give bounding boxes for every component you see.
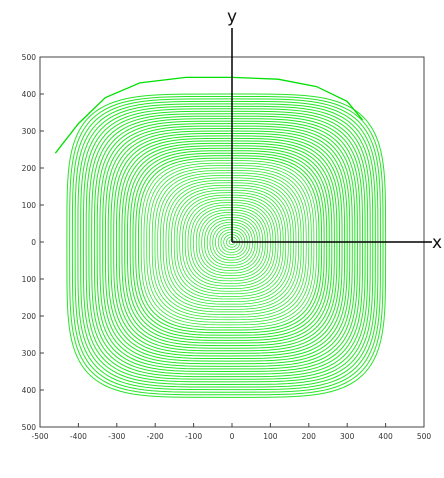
contour-loop: [217, 229, 246, 256]
contour-loop: [198, 212, 264, 274]
y-tick-label: 200: [22, 164, 37, 173]
y-axis-label: y: [227, 7, 237, 27]
contour-loop: [113, 135, 343, 354]
contour-loop: [157, 175, 302, 313]
x-tick-label: -300: [108, 432, 125, 441]
contour-loop: [223, 234, 241, 251]
contour-loop: [77, 103, 376, 388]
contour-loop: [129, 150, 328, 339]
x-tick-label: -400: [70, 432, 87, 441]
contour-loop: [66, 93, 387, 398]
contour-loop: [69, 95, 384, 396]
contour-loop: [96, 120, 358, 370]
contour-loop: [132, 152, 325, 336]
contour-loop: [228, 239, 235, 245]
contour-loop: [91, 115, 364, 375]
contour-loop: [165, 182, 294, 305]
contour-loop: [220, 231, 243, 253]
y-tick-label: 100: [22, 275, 37, 284]
y-tick-label: 300: [22, 349, 37, 358]
y-tick-label: 100: [22, 201, 37, 210]
contour-loop: [168, 184, 292, 302]
contour-traces: [54, 76, 387, 398]
x-tick-label: -500: [31, 432, 48, 441]
contour-loop: [85, 110, 369, 380]
contour-loop: [154, 172, 305, 315]
x-tick-label: -200: [147, 432, 164, 441]
y-tick-label: 500: [22, 423, 37, 432]
center-axes: yx: [227, 7, 442, 253]
contour-loop: [93, 118, 361, 373]
contour-loop: [151, 170, 307, 318]
y-tick-label: 0: [31, 238, 36, 247]
contour-loop: [107, 130, 348, 360]
contour-loop: [195, 209, 266, 277]
contour-loop: [99, 123, 356, 367]
contour-loop: [115, 137, 341, 352]
contour-loop: [176, 192, 284, 295]
contour-loop: [74, 100, 379, 391]
contour-loop: [160, 177, 299, 310]
contour-loop: [162, 179, 297, 308]
contour-loop: [110, 132, 346, 357]
y-tick-label: 400: [22, 386, 37, 395]
y-tick-label: 500: [22, 53, 37, 62]
contour-loop: [71, 98, 381, 393]
x-tick-label: 500: [417, 432, 432, 441]
contour-loop: [118, 140, 338, 349]
x-tick-label: 200: [302, 432, 317, 441]
x-tick-label: 100: [263, 432, 278, 441]
contour-loop: [121, 142, 335, 347]
contour-loop: [187, 202, 274, 284]
contour-loop: [193, 207, 269, 279]
contour-loop: [206, 219, 256, 266]
contour-loop: [149, 167, 310, 321]
contour-loop: [226, 236, 238, 248]
contour-loop: [82, 108, 371, 383]
contour-loop: [179, 194, 282, 292]
contour-loop: [190, 204, 271, 282]
x-axis-label: x: [432, 233, 442, 253]
x-tick-label: 400: [378, 432, 393, 441]
contour-loop: [124, 145, 333, 344]
contour-loop: [126, 147, 330, 341]
contour-loop: [80, 105, 374, 385]
ticks: -500 -400 -300 -200 -100 0 100 200 300 400 500 500 4…: [22, 53, 432, 441]
contour-loop: [88, 113, 366, 378]
y-tick-label: 400: [22, 90, 37, 99]
x-tick-label: -100: [185, 432, 202, 441]
contour-loop: [204, 216, 258, 269]
contour-loop: [201, 214, 261, 271]
contour-loop: [212, 224, 251, 261]
contour-loop: [102, 125, 353, 365]
contour-loop: [215, 226, 248, 258]
contour-loop: [182, 197, 279, 289]
x-tick-label: 0: [230, 432, 235, 441]
contour-loop: [140, 160, 317, 328]
contour-loop: [184, 199, 276, 287]
y-tick-label: 300: [22, 127, 37, 136]
contour-loop: [143, 162, 315, 326]
contour-loop: [173, 189, 287, 297]
x-tick-label: 300: [340, 432, 355, 441]
y-tick-label: 200: [22, 312, 37, 321]
outer-arc-line: [54, 76, 364, 154]
contour-loop: [104, 128, 351, 362]
contour-loop: [137, 157, 320, 331]
contour-loop: [135, 155, 323, 334]
contour-loop: [146, 165, 312, 323]
contour-loop: [209, 221, 253, 264]
contour-loop: [171, 187, 289, 300]
